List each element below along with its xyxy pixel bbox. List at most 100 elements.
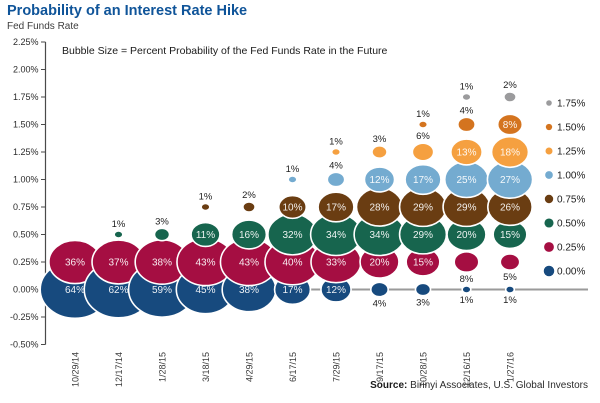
- bubble: [499, 253, 521, 271]
- bubble-label: 18%: [500, 148, 520, 159]
- y-tick-label: 0.25%: [13, 257, 39, 267]
- bubble-label: 10%: [282, 203, 302, 214]
- y-tick-label: 2.25%: [13, 37, 39, 47]
- bubble: [363, 166, 396, 193]
- bubble: [490, 135, 530, 169]
- bubble-label: 8%: [503, 120, 518, 131]
- bubble: [404, 163, 442, 196]
- bubble-label: 17%: [326, 203, 346, 214]
- bubble-label: 13%: [456, 148, 476, 159]
- legend-dot: [543, 265, 555, 277]
- legend-label: 0.25%: [557, 243, 585, 254]
- y-axis-title: Fed Funds Rate: [7, 21, 79, 32]
- bubble-label: 5%: [503, 272, 517, 283]
- bubble: [369, 281, 389, 298]
- legend-label: 0.50%: [557, 219, 585, 230]
- bubble-label: 1%: [460, 295, 474, 306]
- bubble-label: 36%: [65, 258, 85, 269]
- bubble: [277, 194, 308, 220]
- y-tick-label: 0.50%: [13, 230, 39, 240]
- bubble-label: 15%: [500, 230, 520, 241]
- x-tick-label: 3/18/15: [201, 352, 211, 382]
- bubble-label: 45%: [195, 285, 215, 296]
- bubble-label: 12%: [326, 285, 346, 296]
- y-tick-label: -0.25%: [10, 312, 39, 322]
- bubble-label: 32%: [282, 230, 302, 241]
- bubble: [453, 251, 480, 273]
- y-tick-label: 1.75%: [13, 92, 39, 102]
- bubble: [330, 147, 342, 157]
- bubble-label: 43%: [195, 258, 215, 269]
- bubble-label: 29%: [413, 203, 433, 214]
- bubble-label: 33%: [326, 258, 346, 269]
- legend-dot: [546, 100, 552, 106]
- legend-label: 0.00%: [557, 267, 585, 278]
- bubble-label: 4%: [460, 105, 474, 116]
- bubble-label: 17%: [413, 175, 433, 186]
- legend-dot: [545, 123, 553, 131]
- bubble-label: 1%: [503, 295, 517, 306]
- bubble-label: 6%: [416, 131, 430, 142]
- bubble-label: 1%: [286, 164, 300, 175]
- bubble: [326, 171, 346, 188]
- x-tick-label: 1/27/16: [506, 352, 516, 382]
- bubble-label: 26%: [500, 203, 520, 214]
- bubble-label: 1%: [460, 81, 474, 92]
- legend-label: 1.50%: [557, 123, 585, 134]
- bubble: [113, 230, 124, 239]
- legend-label: 1.75%: [557, 99, 585, 110]
- bubble-label: 8%: [460, 274, 474, 285]
- y-tick-label: 1.50%: [13, 120, 39, 130]
- bubble-label: 12%: [369, 175, 389, 186]
- bubble: [190, 221, 221, 248]
- bubble-label: 3%: [373, 134, 387, 145]
- legend-label: 1.25%: [557, 147, 585, 158]
- bubble: [371, 144, 388, 160]
- source-note: Source: Birinyi Associates, U.S. Global …: [370, 380, 588, 391]
- bubble-label: 1%: [416, 109, 430, 120]
- bubble-label: 20%: [369, 258, 389, 269]
- bubble-label: 3%: [155, 216, 169, 227]
- bubble-label: 15%: [413, 258, 433, 269]
- bubble-label: 3%: [416, 298, 430, 309]
- bubble-size-annotation: Bubble Size = Percent Probability of the…: [62, 45, 388, 57]
- bubble-label: 20%: [456, 230, 476, 241]
- bubble-label: 1%: [329, 136, 343, 147]
- source-text: Birinyi Associates, U.S. Global Investor…: [407, 380, 588, 391]
- bubble-label: 2%: [242, 190, 256, 201]
- y-tick-label: -0.50%: [10, 340, 39, 350]
- bubble-label: 62%: [108, 285, 128, 296]
- bubble: [417, 120, 429, 129]
- bubble: [461, 285, 472, 294]
- bubble-label: 4%: [329, 160, 343, 171]
- bubble-label: 37%: [108, 258, 128, 269]
- source-prefix: Source:: [370, 380, 408, 391]
- bubble-label: 17%: [282, 285, 302, 296]
- bubble-label: 4%: [373, 299, 387, 310]
- bubble-label: 25%: [456, 175, 476, 186]
- bubble-label: 2%: [503, 80, 517, 91]
- bubble-label: 43%: [239, 258, 259, 269]
- bubble-label: 1%: [199, 191, 213, 202]
- bubble: [503, 91, 517, 103]
- bubble-label: 28%: [369, 203, 389, 214]
- x-tick-label: 10/29/14: [71, 352, 81, 387]
- legend-dot: [544, 218, 554, 228]
- bubble-label: 64%: [65, 285, 85, 296]
- bubble-label: 34%: [369, 230, 389, 241]
- x-tick-label: 10/28/15: [419, 352, 429, 387]
- bubble-label: 34%: [326, 230, 346, 241]
- bubble-label: 1%: [112, 219, 126, 230]
- legend-dot: [545, 171, 553, 179]
- bubble-label: 38%: [239, 285, 259, 296]
- bubble: [414, 282, 432, 297]
- bubble: [496, 113, 524, 136]
- y-tick-label: 0.00%: [13, 285, 39, 295]
- bubble: [450, 138, 483, 166]
- x-tick-label: 9/17/15: [375, 352, 385, 382]
- legend-label: 0.75%: [557, 195, 585, 206]
- x-tick-label: 12/16/15: [462, 352, 472, 387]
- bubble-label: 38%: [152, 258, 172, 269]
- bubble: [461, 92, 472, 102]
